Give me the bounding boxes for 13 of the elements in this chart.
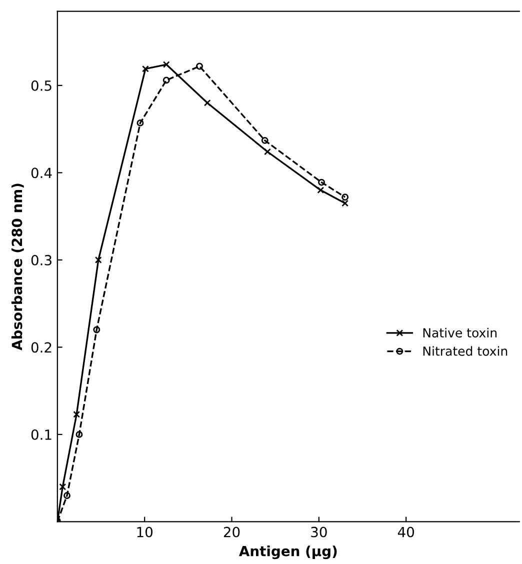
x-tick-label: 20 <box>224 526 240 538</box>
x-tick-label: 30 <box>311 526 327 538</box>
y-tick-label: 0.2 <box>31 342 52 353</box>
legend-label: Nitrated toxin <box>423 346 508 356</box>
x-tick-label: 40 <box>398 526 414 538</box>
x-tick-label: 10 <box>137 526 152 538</box>
y-axis-title: Absorbance (280 nm) <box>11 184 24 350</box>
y-tick-label: 0.4 <box>31 168 52 178</box>
x-axis-title: Antigen (μg) <box>238 546 337 560</box>
legend-label: Native toxin <box>423 328 496 338</box>
y-tick-label: 0.3 <box>31 254 52 266</box>
y-tick-label: 0.1 <box>31 429 52 440</box>
y-tick-label: 0.5 <box>31 80 52 91</box>
